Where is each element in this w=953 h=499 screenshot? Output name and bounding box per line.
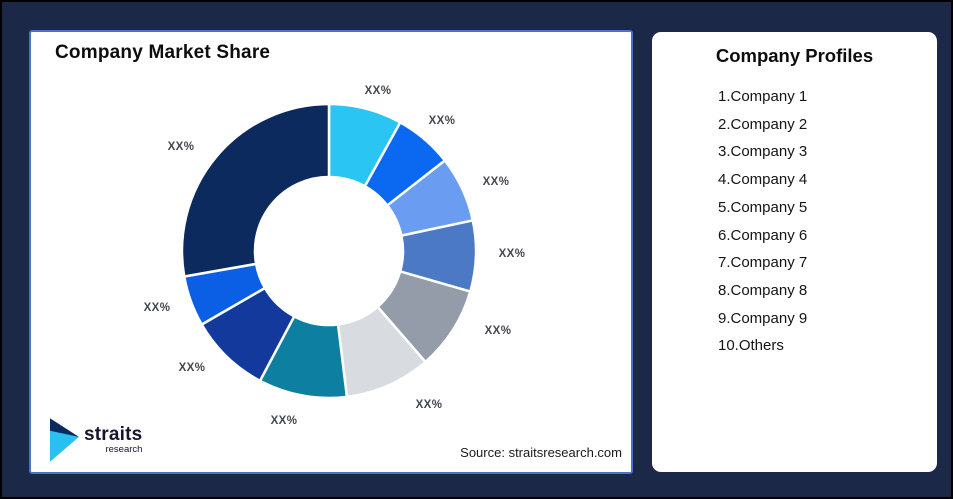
slice-percent-label: XX% <box>482 176 510 188</box>
slice-percent-label: XX% <box>498 248 526 260</box>
profiles-list: 1.Company 1 2.Company 2 3.Company 3 4.Compa… <box>718 83 929 360</box>
company-profiles-card: Company Profiles 1.Company 1 2.Company 2 3… <box>652 32 937 472</box>
slice-percent-label: XX% <box>178 362 206 374</box>
logo-subtitle: research <box>105 444 143 455</box>
logo-mark-icon <box>50 418 79 462</box>
profile-list-item: 10.Others <box>718 337 784 355</box>
source-text: Source: straitsresearch.com <box>460 445 622 460</box>
logo-text: straits research <box>84 425 142 455</box>
profile-list-item: 6.Company 6 <box>718 226 808 244</box>
market-share-card: Company Market Share XX% XX% XX% XX% XX% XX% X… <box>29 30 633 474</box>
profile-list-item: 5.Company 5 <box>718 198 808 216</box>
slice-percent-label: XX% <box>143 302 171 314</box>
donut-slice-others <box>180 102 331 278</box>
slice-percent-label: XX% <box>364 85 392 97</box>
chart-title: Company Market Share <box>55 42 271 63</box>
straits-research-logo: straits research <box>50 418 142 462</box>
logo-name: straits <box>84 424 143 445</box>
profile-list-item: 7.Company 7 <box>718 254 808 272</box>
slice-percent-label: XX% <box>167 141 195 153</box>
profiles-title: Company Profiles <box>715 45 874 66</box>
profile-list-item: 4.Company 4 <box>718 171 808 189</box>
slice-percent-label: XX% <box>270 415 298 427</box>
profile-list-item: 1.Company 1 <box>718 88 808 105</box>
donut-chart-svg <box>180 102 478 400</box>
slice-percent-label: XX% <box>484 325 512 337</box>
slice-percent-label: XX% <box>428 115 456 127</box>
donut-chart: XX% XX% XX% XX% XX% XX% XX% XX% XX% XX% <box>31 32 631 472</box>
slice-percent-label: XX% <box>415 399 443 411</box>
profile-list-item: 3.Company 3 <box>718 143 808 161</box>
profile-list-item: 2.Company 2 <box>718 115 808 133</box>
profile-list-item: 8.Company 8 <box>718 281 808 299</box>
profile-list-item: 9.Company 9 <box>718 309 808 327</box>
